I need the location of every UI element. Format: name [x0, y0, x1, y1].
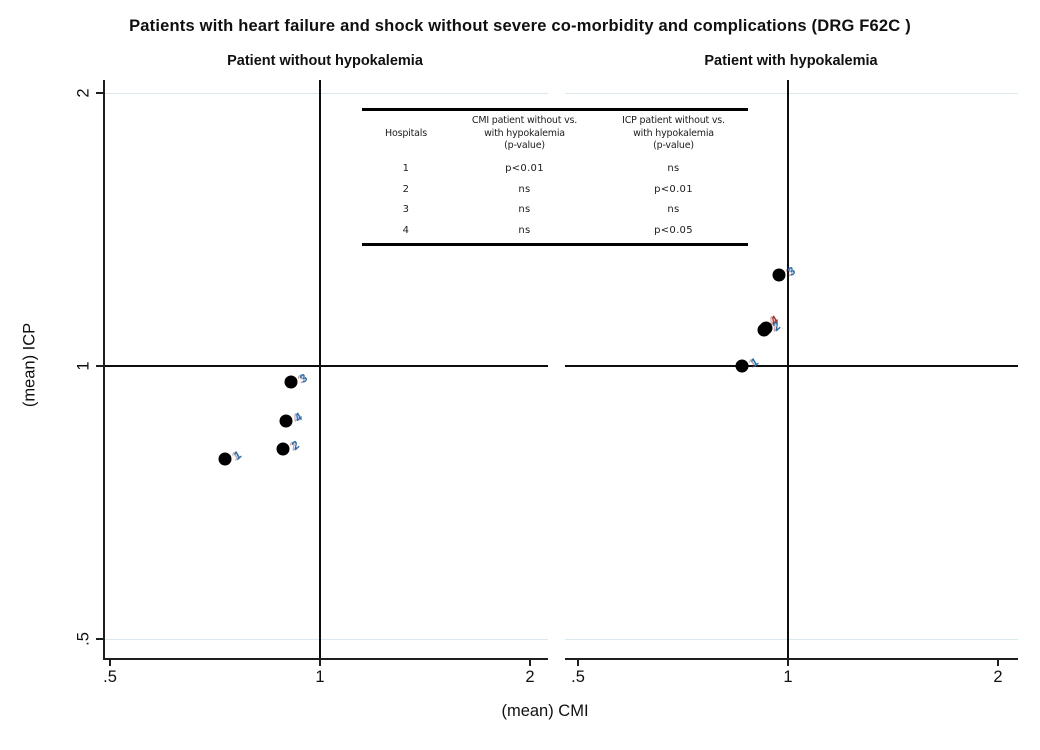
data-point-hospital-3 — [772, 268, 786, 282]
table-cell: p<0.01 — [654, 183, 693, 195]
table-cell: p<0.01 — [505, 163, 544, 175]
y-tick — [96, 638, 103, 640]
y-axis-label: (mean) ICP — [20, 322, 39, 408]
point-label-hospital-4: 4 — [292, 411, 306, 425]
gridline-y2 — [565, 93, 1018, 94]
table-row: 4 ns p<0.05 — [362, 220, 748, 241]
gridline-y2 — [103, 93, 548, 94]
table-header-cell: CMI patient without vs. with hypokalemia(… — [471, 115, 578, 152]
y-tick — [96, 92, 103, 94]
table-cell: 1 — [402, 163, 410, 175]
chart-title: Patients with heart failure and shock wi… — [129, 17, 911, 35]
x-tick-label: .5 — [571, 668, 585, 686]
y-axis-spine — [103, 80, 105, 660]
x-tick-label: 1 — [783, 668, 793, 686]
x-tick-label: 1 — [315, 668, 325, 686]
table-cell: 2 — [402, 183, 410, 195]
table-cell: ns — [518, 204, 531, 216]
point-label-hospital-2: 2 — [289, 439, 303, 453]
data-point-hospital-1 — [218, 452, 232, 466]
gridline-y0.5 — [103, 639, 548, 640]
panel-title-without-hypokalemia: Patient without hypokalemia — [227, 53, 423, 69]
x-tick — [577, 660, 579, 666]
x-tick — [109, 660, 111, 666]
x-axis-spine — [103, 658, 548, 660]
data-point-hospital-3 — [284, 375, 298, 389]
gridline-y0.5 — [565, 639, 1018, 640]
y-tick-label: .5 — [74, 632, 93, 646]
data-point-hospital-4 — [279, 414, 293, 428]
y-tick — [96, 365, 103, 367]
table-cell: 4 — [402, 224, 410, 236]
panel-title-with-hypokalemia: Patient with hypokalemia — [704, 53, 878, 69]
table-row: 1 p<0.01 ns — [362, 159, 748, 180]
reference-line-x1 — [319, 80, 321, 658]
reference-line-x1 — [787, 80, 789, 658]
p-value-table-body: 1 p<0.01 ns 2 ns p<0.01 3 ns ns 4 ns p<0.05 — [362, 159, 748, 241]
table-header-cell: ICP patient without vs. with hypokalemia(… — [622, 115, 725, 152]
table-cell: ns — [518, 183, 531, 195]
table-row: 2 ns p<0.01 — [362, 179, 748, 200]
data-point-hospital-1 — [735, 359, 749, 373]
y-tick-label: 2 — [74, 88, 93, 98]
table-cell: 3 — [402, 204, 410, 216]
table-cell: ns — [667, 163, 680, 175]
table-row: 3 ns ns — [362, 200, 748, 221]
x-tick — [319, 660, 321, 666]
point-label-hospital-3: 3 — [298, 372, 311, 386]
x-tick-label: 2 — [993, 668, 1003, 686]
reference-line-y1 — [103, 365, 548, 367]
data-point-hospital-2 — [276, 442, 290, 456]
data-point-hospital-2 — [757, 323, 771, 337]
x-axis-label: (mean) CMI — [501, 702, 589, 720]
point-label-hospital-2: 2 — [770, 320, 784, 334]
y-tick-label: 1 — [74, 361, 93, 371]
table-cell: ns — [667, 204, 680, 216]
table-cell: p<0.05 — [654, 224, 693, 236]
point-label-hospital-1: 1 — [231, 449, 245, 463]
x-tick-label: 2 — [525, 668, 535, 686]
x-tick — [997, 660, 999, 666]
x-axis-spine — [565, 658, 1018, 660]
reference-line-y1 — [565, 365, 1018, 367]
table-header-cell: Hospitals — [385, 127, 427, 139]
point-label-hospital-1: 1 — [748, 356, 762, 370]
p-value-table: Hospitals CMI patient without vs. with hyp… — [362, 108, 748, 246]
p-value-table-header: Hospitals CMI patient without vs. with hyp… — [362, 115, 748, 153]
table-cell: ns — [518, 224, 531, 236]
x-tick — [787, 660, 789, 666]
x-tick-label: .5 — [103, 668, 117, 686]
x-tick — [529, 660, 531, 666]
